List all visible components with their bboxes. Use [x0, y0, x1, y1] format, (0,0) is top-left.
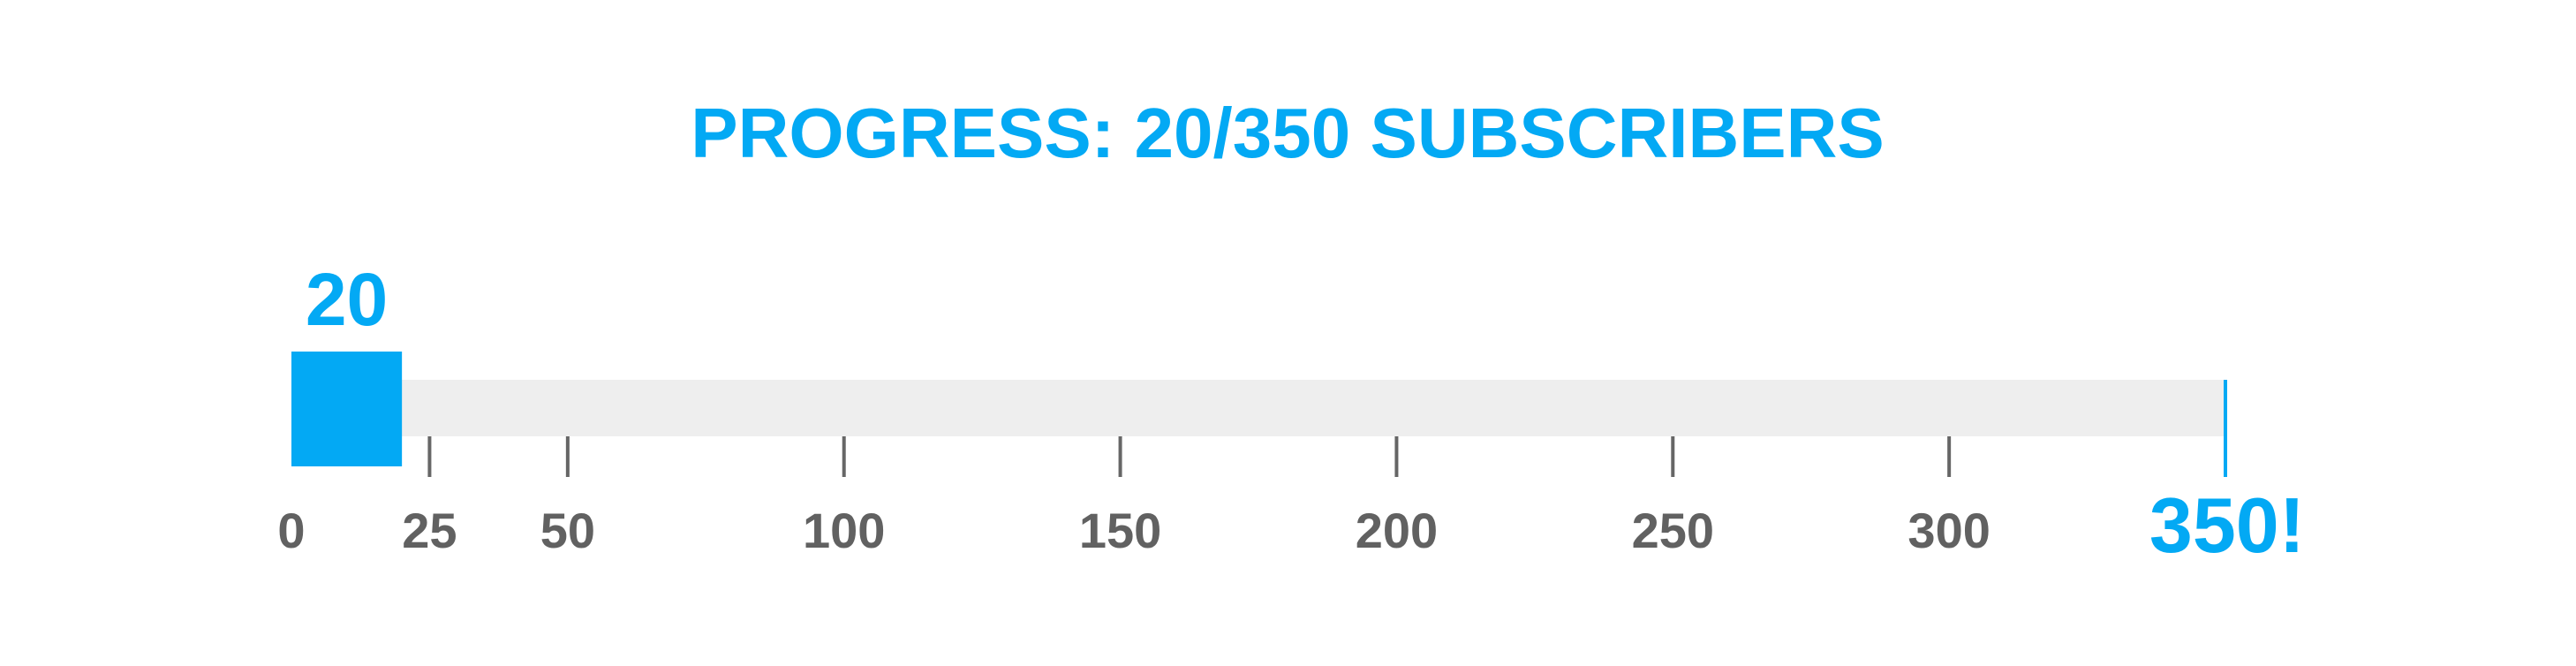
axis-ticks: 0 25 50 100 150 200 250 300 — [277, 436, 1991, 558]
tick-label-200: 200 — [1356, 503, 1438, 558]
goal-label: 350! — [2149, 481, 2305, 569]
progress-fill-bar — [291, 352, 403, 466]
tick-label-0: 0 — [277, 503, 305, 558]
progress-value-label: 20 — [306, 258, 388, 341]
progress-track — [291, 380, 2225, 436]
tick-label-300: 300 — [1907, 503, 1990, 558]
tick-label-250: 250 — [1632, 503, 1714, 558]
tick-label-150: 150 — [1079, 503, 1161, 558]
chart-title: PROGRESS: 20/350 SUBSCRIBERS — [691, 94, 1885, 172]
tick-label-25: 25 — [402, 503, 457, 558]
tick-label-100: 100 — [803, 503, 885, 558]
tick-label-50: 50 — [540, 503, 595, 558]
